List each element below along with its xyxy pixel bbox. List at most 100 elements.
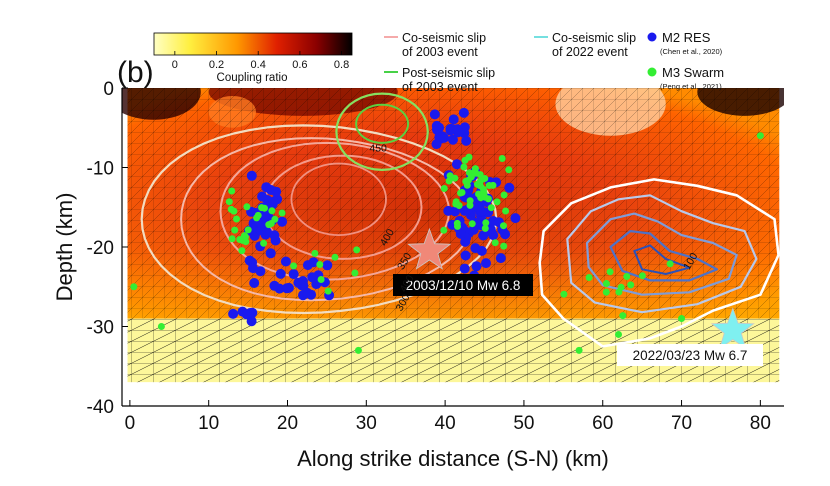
coslip-2022-contour-inner [633,244,691,275]
colorbar-tick-label: 0.4 [251,59,266,71]
res-event [265,248,276,259]
swarm-event [502,207,510,215]
res-event [448,134,458,145]
swarm-event [228,187,236,195]
swarm-event [476,182,484,190]
swarm-event [585,274,593,281]
swarm-event [445,177,453,185]
res-event [471,261,482,272]
legend-label: Post-seismic slip [402,66,495,80]
swarm-event [617,283,625,291]
x-tick-label: 40 [435,413,456,434]
y-tick-label: 0 [103,79,114,100]
swarm-event [463,181,471,189]
res-event [448,114,459,125]
swarm-event [619,312,627,320]
swarm-event [230,207,238,215]
swarm-event [500,242,508,250]
swarm-event [243,203,251,211]
swarm-event [606,268,614,276]
colorbar-label: Coupling ratio [217,72,288,84]
res-event [228,308,239,319]
swarm-event [130,283,138,291]
swarm-event [615,330,622,338]
x-axis-label: Along strike distance (S-N) (km) [297,446,609,471]
x-tick-label: 60 [592,413,613,434]
res-event [249,278,260,288]
x-tick-label: 10 [198,413,219,434]
swarm-event [466,197,474,205]
res-event [459,205,470,216]
swarm-event [467,173,475,181]
res-event [476,245,487,256]
coslip-2022-contour [566,194,758,314]
swarm-event [260,239,268,247]
res-event [458,107,469,118]
swarm-event [602,280,610,287]
swarm-event [238,247,246,255]
res-event [460,250,471,261]
postslip-2003-contour [355,103,410,144]
swarm-event [316,261,324,268]
swarm-event [489,181,497,189]
swarm-event [452,198,460,206]
swarm-event [481,224,489,232]
res-event [269,230,280,241]
swarm-event [666,260,674,268]
colorbar: 0 0.2 0.4 0.6 0.8 Coupling ratio [153,32,353,84]
swarm-event [324,287,332,295]
swarm-event [480,189,488,197]
res-event [468,224,479,235]
colorbar-tick-label: 0.6 [292,59,307,71]
res-event [283,282,294,293]
panel-label: (b) [117,56,154,89]
event-label-2022: 2022/03/23 Mw 6.7 [633,348,748,363]
swarm-event [231,226,239,234]
legend-label: of 2003 event [402,80,478,94]
event-label-box [617,344,763,366]
swarm-event [756,132,764,140]
swarm-event [440,185,448,192]
swarm-event [461,156,469,164]
swarm-event [351,269,359,277]
res-event [500,229,511,240]
swarm-event [500,222,507,230]
res-event [322,260,333,271]
legend-dot-swatch [647,67,657,77]
coslip-2003-contour-inner [290,162,387,236]
coslip-2022-contour [585,212,738,296]
swarm-event [236,236,244,243]
swarm-event [623,273,631,280]
y-tick-label: -30 [87,318,114,339]
swarm-event [225,198,233,206]
coslip-2003-contour-outer [140,124,498,315]
swarm-event [575,346,583,354]
swarm-event [484,195,492,203]
star-2022-event [710,307,755,350]
swarm-event [505,166,513,174]
res-event [275,268,286,279]
event-label-box [393,274,533,296]
swarm-event [560,290,568,298]
swarm-event [290,262,298,270]
res-event [459,263,470,274]
coslip-2022-contour-outer [538,178,780,348]
res-event [248,263,258,274]
y-tick-label: -10 [87,159,114,180]
legend-citation: (Chen et al., 2020) [660,47,723,56]
res-event [296,280,307,291]
res-event [246,170,257,181]
res-event [481,258,491,269]
legend-label: of 2003 event [402,45,478,59]
legend-label: Co-seismic slip [402,31,486,45]
legend-dot-swatch [647,32,657,42]
res-event [461,135,472,146]
swarm-event [493,198,501,206]
swarm-event [476,171,484,179]
colorbar-tick-label: 0 [172,59,178,71]
res-event [443,205,454,216]
res-event [437,131,448,142]
res-event [280,256,291,267]
